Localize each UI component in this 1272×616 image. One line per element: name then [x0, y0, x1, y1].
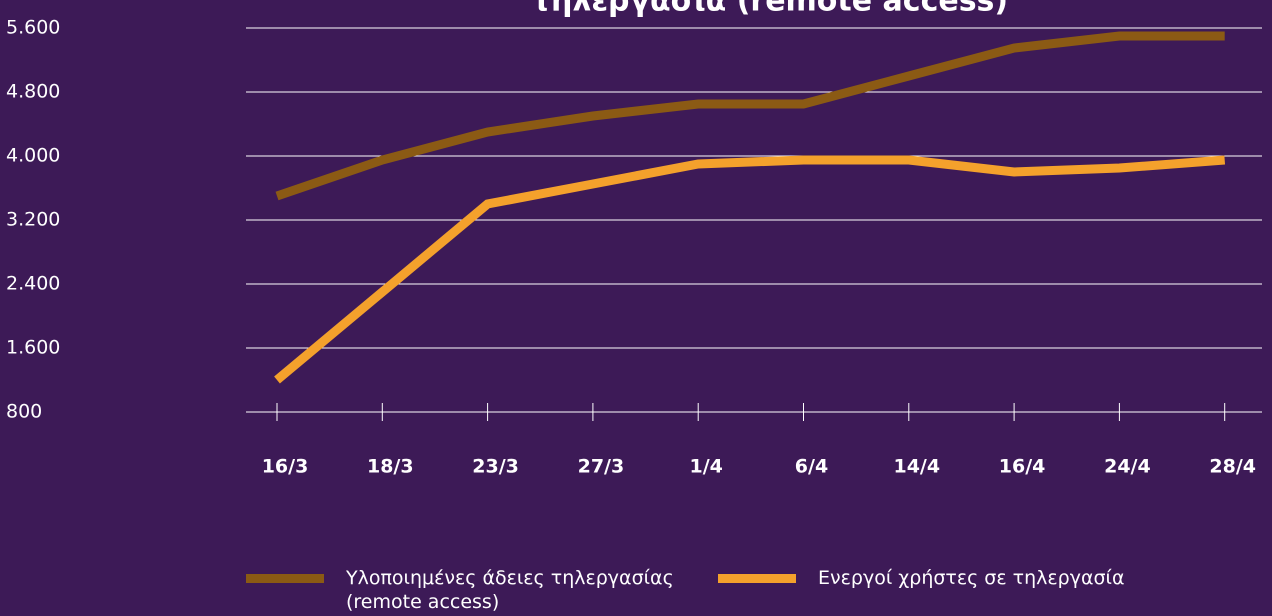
y-tick-label: 5.600: [6, 17, 60, 39]
chart-title: τηλεργασία (remote access): [532, 0, 1008, 19]
legend-swatch: [246, 574, 324, 583]
legend-item: Ενεργοί χρήστες σε τηλεργασία: [718, 566, 1238, 590]
series-line: [275, 31, 1225, 201]
y-tick-label: 4.800: [6, 81, 60, 103]
x-tick-label: 28/4: [1209, 456, 1256, 478]
x-tick-label: 16/3: [262, 456, 309, 478]
chart: τηλεργασία (remote access) 800 1.600 2.400…: [6, 0, 1262, 478]
x-tick-label: 14/4: [893, 456, 940, 478]
x-tick-label: 23/3: [472, 456, 519, 478]
series-line: [274, 155, 1226, 384]
legend-swatch: [718, 574, 796, 583]
y-tick-label: 3.200: [6, 209, 60, 231]
x-tick-label: 24/4: [1104, 456, 1151, 478]
y-tick-label: 4.000: [6, 145, 60, 167]
x-tick-label: 27/3: [578, 456, 625, 478]
x-tick-label: 18/3: [367, 456, 414, 478]
x-tick-label: 6/4: [795, 456, 828, 478]
x-tick-label: 16/4: [999, 456, 1046, 478]
legend-label: Ενεργοί χρήστες σε τηλεργασία: [818, 567, 1125, 589]
y-tick-label: 800: [6, 401, 42, 423]
x-tick-label: 1/4: [690, 456, 723, 478]
legend-label: Υλοποιημένες άδειες τηλεργασίας (remote …: [346, 567, 674, 613]
y-tick-label: 2.400: [6, 273, 60, 295]
y-tick-label: 1.600: [6, 337, 60, 359]
legend-item: Υλοποιημένες άδειες τηλεργασίας (remote …: [246, 566, 686, 614]
